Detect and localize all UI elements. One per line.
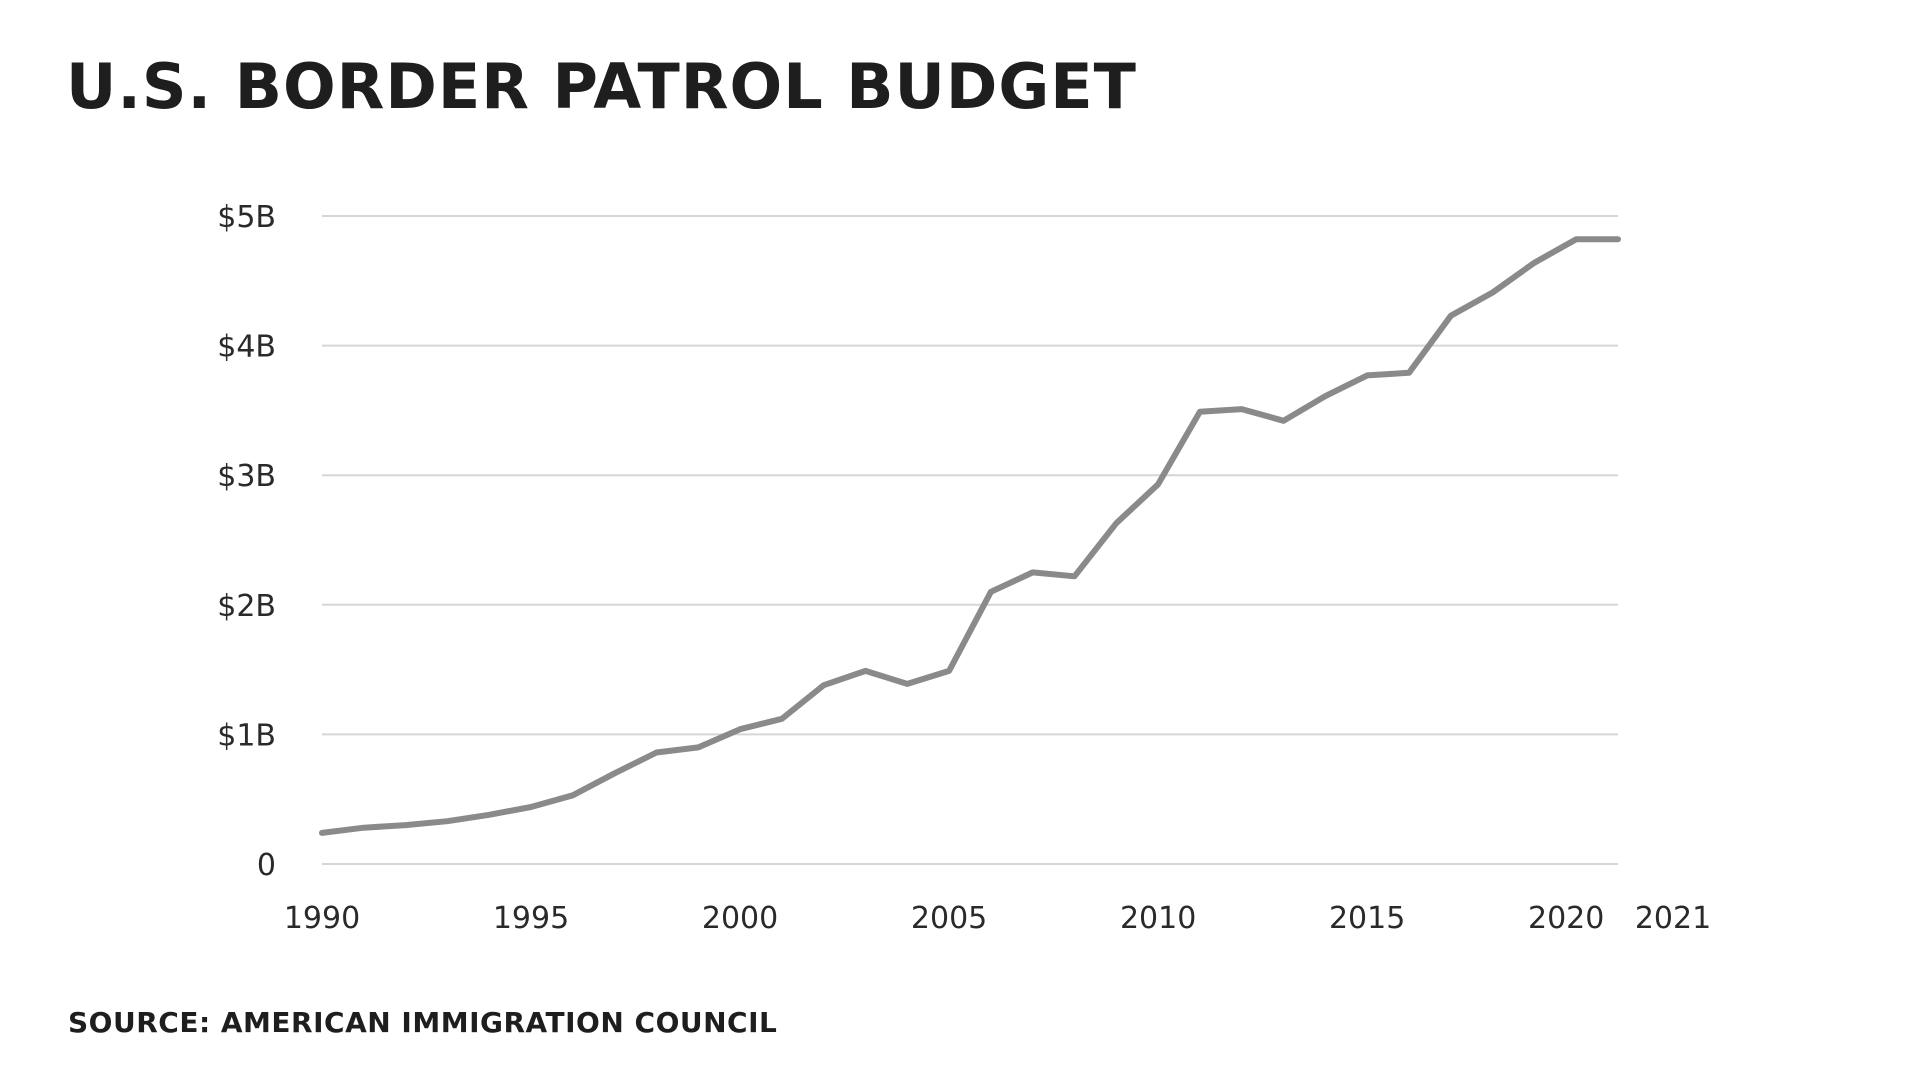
line-chart: 0 $1B $2B $3B $4B $5B 1990 1995 2000 2005 2010 201…	[217, 200, 1711, 936]
y-tick-label-4: $4B	[217, 330, 276, 365]
chart-title: U.S. BORDER PATROL BUDGET	[66, 50, 1137, 123]
budget-series-line	[319, 236, 1621, 836]
y-tick-label-2: $2B	[217, 589, 276, 624]
x-tick-label-4: 2010	[1120, 901, 1196, 936]
y-tick-label-0: 0	[257, 848, 276, 883]
source-note: SOURCE: AMERICAN IMMIGRATION COUNCIL	[68, 1006, 778, 1039]
y-tick-label-1: $1B	[217, 718, 276, 753]
x-tick-label-3: 2005	[911, 901, 987, 936]
x-tick-label-5: 2015	[1329, 901, 1405, 936]
x-tick-label-7: 2021	[1635, 901, 1711, 936]
x-tick-label-0: 1990	[284, 901, 360, 936]
series-layer	[319, 236, 1621, 836]
x-tick-label-2: 2000	[702, 901, 778, 936]
x-tick-label-6: 2020	[1528, 901, 1604, 936]
y-tick-label-5: $5B	[217, 200, 276, 235]
grid-lines	[322, 215, 1618, 865]
y-tick-label-3: $3B	[217, 459, 276, 494]
x-axis-tick-labels: 1990 1995 2000 2005 2010 2015 2020 2021	[284, 901, 1711, 936]
y-axis-tick-labels: 0 $1B $2B $3B $4B $5B	[217, 200, 276, 883]
x-tick-label-1: 1995	[493, 901, 569, 936]
